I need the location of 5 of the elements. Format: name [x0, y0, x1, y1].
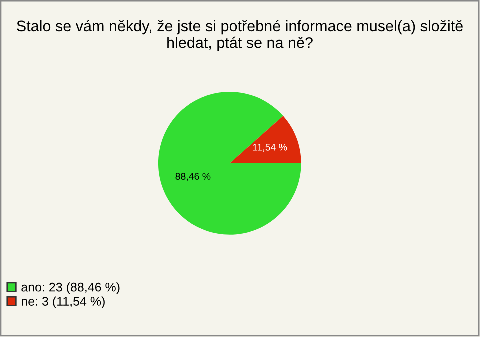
legend-label: ne: 3 (11,54 %)	[22, 296, 105, 308]
data-label: 88,46 %	[176, 173, 211, 182]
data-label: 11,54 %	[253, 144, 288, 152]
chart-title: Stalo se vám někdy, že jste si potřebné informace musel(a) složitě hledat, ptát se na ně?	[17, 20, 463, 52]
legend-label: ano: 23 (88,46 %)	[22, 282, 120, 294]
